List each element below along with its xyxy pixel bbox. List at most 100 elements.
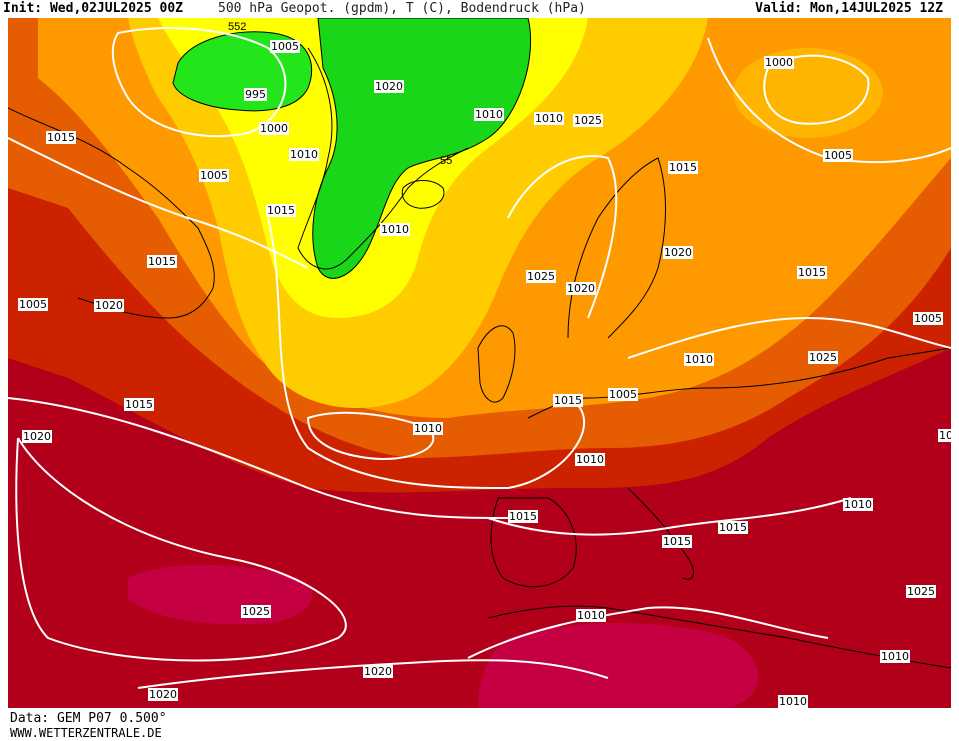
- isobar-label-text: 1020: [364, 665, 392, 678]
- isobar-1010-east: [627, 316, 951, 359]
- isobar-1010-low: [306, 411, 435, 460]
- isobar-label: 1000: [259, 122, 289, 135]
- isobar-label-box: [147, 255, 177, 268]
- isobar-label-box: [797, 266, 827, 279]
- isobar-label: 1015: [508, 510, 538, 523]
- isobar-label-box: [244, 88, 267, 101]
- data-source: Data: GEM P07 0.500°: [10, 711, 167, 726]
- isobar-label-box: [608, 388, 638, 401]
- isobar-label: 1025: [906, 585, 936, 598]
- isobar-label: 1025: [526, 270, 556, 283]
- isobar-label: 1015: [718, 521, 748, 534]
- isobar-label: 1025: [241, 605, 271, 618]
- isobar-1020-atlantic: [8, 397, 509, 519]
- isobar-label: 1015: [46, 131, 76, 144]
- isobar-label: 100: [938, 429, 951, 442]
- isobar-label-box: [662, 535, 692, 548]
- coast-canada: [8, 107, 215, 319]
- isobar-1015-med: [487, 497, 852, 536]
- isobar-label: 1020: [374, 80, 404, 93]
- field-magenta-africa: [478, 623, 758, 708]
- isobar-label-text: 1015: [663, 535, 691, 548]
- coast-iceland: [401, 180, 445, 209]
- isobar-label-text: 1005: [19, 298, 47, 311]
- isobar-label-box: [663, 246, 693, 259]
- isobar-label-box: [266, 204, 296, 217]
- isobar-label: 995: [244, 88, 267, 101]
- isobar-label-box: [778, 695, 808, 708]
- isobar-label-text: 1010: [779, 695, 807, 708]
- coastlines: [8, 47, 951, 669]
- isobar-west-low: [111, 27, 287, 137]
- gpdm-labels: 552 55: [228, 21, 452, 167]
- coast-greenland: [297, 47, 469, 270]
- isobar-label-text: 995: [245, 88, 266, 101]
- isobar-label: 1010: [778, 695, 808, 708]
- isobar-label-text: 1010: [290, 148, 318, 161]
- isobar-label: 1010: [474, 108, 504, 121]
- isobar-label-box: [684, 353, 714, 366]
- valid-time: Valid: Mon,14JUL2025 12Z: [755, 1, 943, 16]
- isobar-label: 1010: [576, 609, 606, 622]
- isobar-label-box: [823, 149, 853, 162]
- isobar-label: 1000: [764, 56, 794, 69]
- isobar-label-box: [553, 394, 583, 407]
- isobar-label-box: [270, 40, 300, 53]
- isobar-label-text: 1020: [23, 430, 51, 443]
- isobar-label: 1010: [289, 148, 319, 161]
- isobar-label-box: [913, 312, 943, 325]
- isobar-label: 1010: [843, 498, 873, 511]
- isobar-1025-europe: [507, 155, 618, 319]
- isobar-label-box: [241, 605, 271, 618]
- isobar-label-text: 1015: [267, 204, 295, 217]
- isobar-label: 1025: [808, 351, 838, 364]
- isobar-label: 1010: [684, 353, 714, 366]
- isobar-label-text: 1010: [576, 453, 604, 466]
- isobar-label: 1020: [663, 246, 693, 259]
- isobar-label-box: [526, 270, 556, 283]
- isobar-label-text: 1020: [149, 688, 177, 701]
- gpdm-label: 55: [440, 155, 452, 167]
- isobar-label: 1020: [148, 688, 178, 701]
- isobar-label: 1005: [913, 312, 943, 325]
- isobar-label-box: [880, 650, 910, 663]
- isobar-label-box: [363, 665, 393, 678]
- isobar-label: 1005: [18, 298, 48, 311]
- isobar-label-text: 1005: [914, 312, 942, 325]
- gpdm-label: 552: [228, 21, 246, 33]
- isobar-label: 1005: [823, 149, 853, 162]
- isobar-label-box: [938, 429, 951, 442]
- isobar-1000-ne: [763, 54, 870, 125]
- isobar-label: 1010: [380, 223, 410, 236]
- isobar-label: 1015: [662, 535, 692, 548]
- chart-title: 500 hPa Geopot. (gpdm), T (C), Bodendruc…: [218, 1, 586, 16]
- header: Init: Wed,02JUL2025 00Z 500 hPa Geopot. …: [0, 0, 959, 18]
- isobar-label: 1015: [124, 398, 154, 411]
- isobar-label: 1020: [363, 665, 393, 678]
- isobar-label-box: [566, 282, 596, 295]
- init-time: Init: Wed,02JUL2025 00Z: [3, 1, 184, 16]
- isobar-label: 1010: [575, 453, 605, 466]
- isobar-label: 1015: [266, 204, 296, 217]
- isobar-label-box: [576, 609, 606, 622]
- isobar-label-text: 1005: [824, 149, 852, 162]
- isobar-label-box: [474, 108, 504, 121]
- weather-map: 552 55 101510059951000101010051015102010…: [8, 18, 951, 708]
- isobar-label: 1005: [199, 169, 229, 182]
- isobar-label: 1020: [566, 282, 596, 295]
- isobar-label-box: [764, 56, 794, 69]
- isobar-label-text: 1010: [577, 609, 605, 622]
- isobar-1025-atlantic: [15, 437, 347, 662]
- isobar-label: 1015: [147, 255, 177, 268]
- isobar-label-box: [573, 114, 603, 127]
- isobar-label-text: 1010: [475, 108, 503, 121]
- isobar-label-text: 1015: [47, 131, 75, 144]
- isobar-label-box: [534, 112, 564, 125]
- isobar-label-box: [94, 299, 124, 312]
- isobar-1020-south: [137, 659, 609, 689]
- isobar-label-box: [718, 521, 748, 534]
- isobar-label-box: [18, 298, 48, 311]
- isobar-label-text: 1015: [798, 266, 826, 279]
- isobar-label-text: 1025: [527, 270, 555, 283]
- isobar-label-text: 1010: [844, 498, 872, 511]
